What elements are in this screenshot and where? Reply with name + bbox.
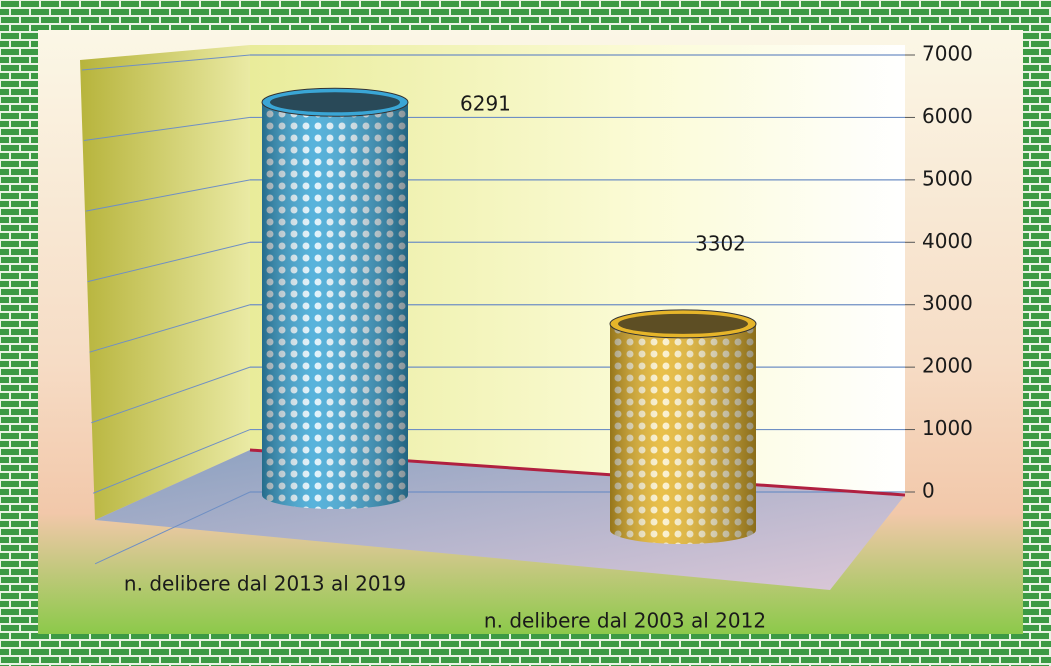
value-label: 6291 [460, 92, 511, 116]
side-grid-line [83, 116, 251, 142]
y-tick-label: 6000 [922, 104, 973, 128]
left-wall [80, 45, 250, 520]
x-tick-label: n. delibere dal 2013 al 2019 [124, 572, 406, 596]
side-grid-line [94, 491, 251, 565]
side-grid-line [93, 429, 251, 494]
y-tick-label: 1000 [922, 416, 973, 440]
value-label: 3302 [695, 232, 746, 256]
side-grid-line [85, 179, 251, 212]
y-tick-label: 7000 [922, 42, 973, 66]
bar-top-inner [270, 92, 400, 113]
side-grid-line [89, 304, 251, 353]
y-tick-label: 4000 [922, 229, 973, 253]
side-grid-line [91, 366, 251, 424]
x-tick-label: n. delibere dal 2003 al 2012 [484, 609, 766, 633]
bar-shade [610, 323, 756, 544]
side-grid-line [87, 241, 251, 283]
side-grid-line [81, 54, 251, 71]
bar-shade [262, 102, 408, 510]
bar-top-inner [618, 313, 748, 334]
y-tick-label: 2000 [922, 354, 973, 378]
y-tick-label: 5000 [922, 166, 973, 190]
y-tick-label: 3000 [922, 291, 973, 315]
y-tick-label: 0 [922, 479, 935, 503]
